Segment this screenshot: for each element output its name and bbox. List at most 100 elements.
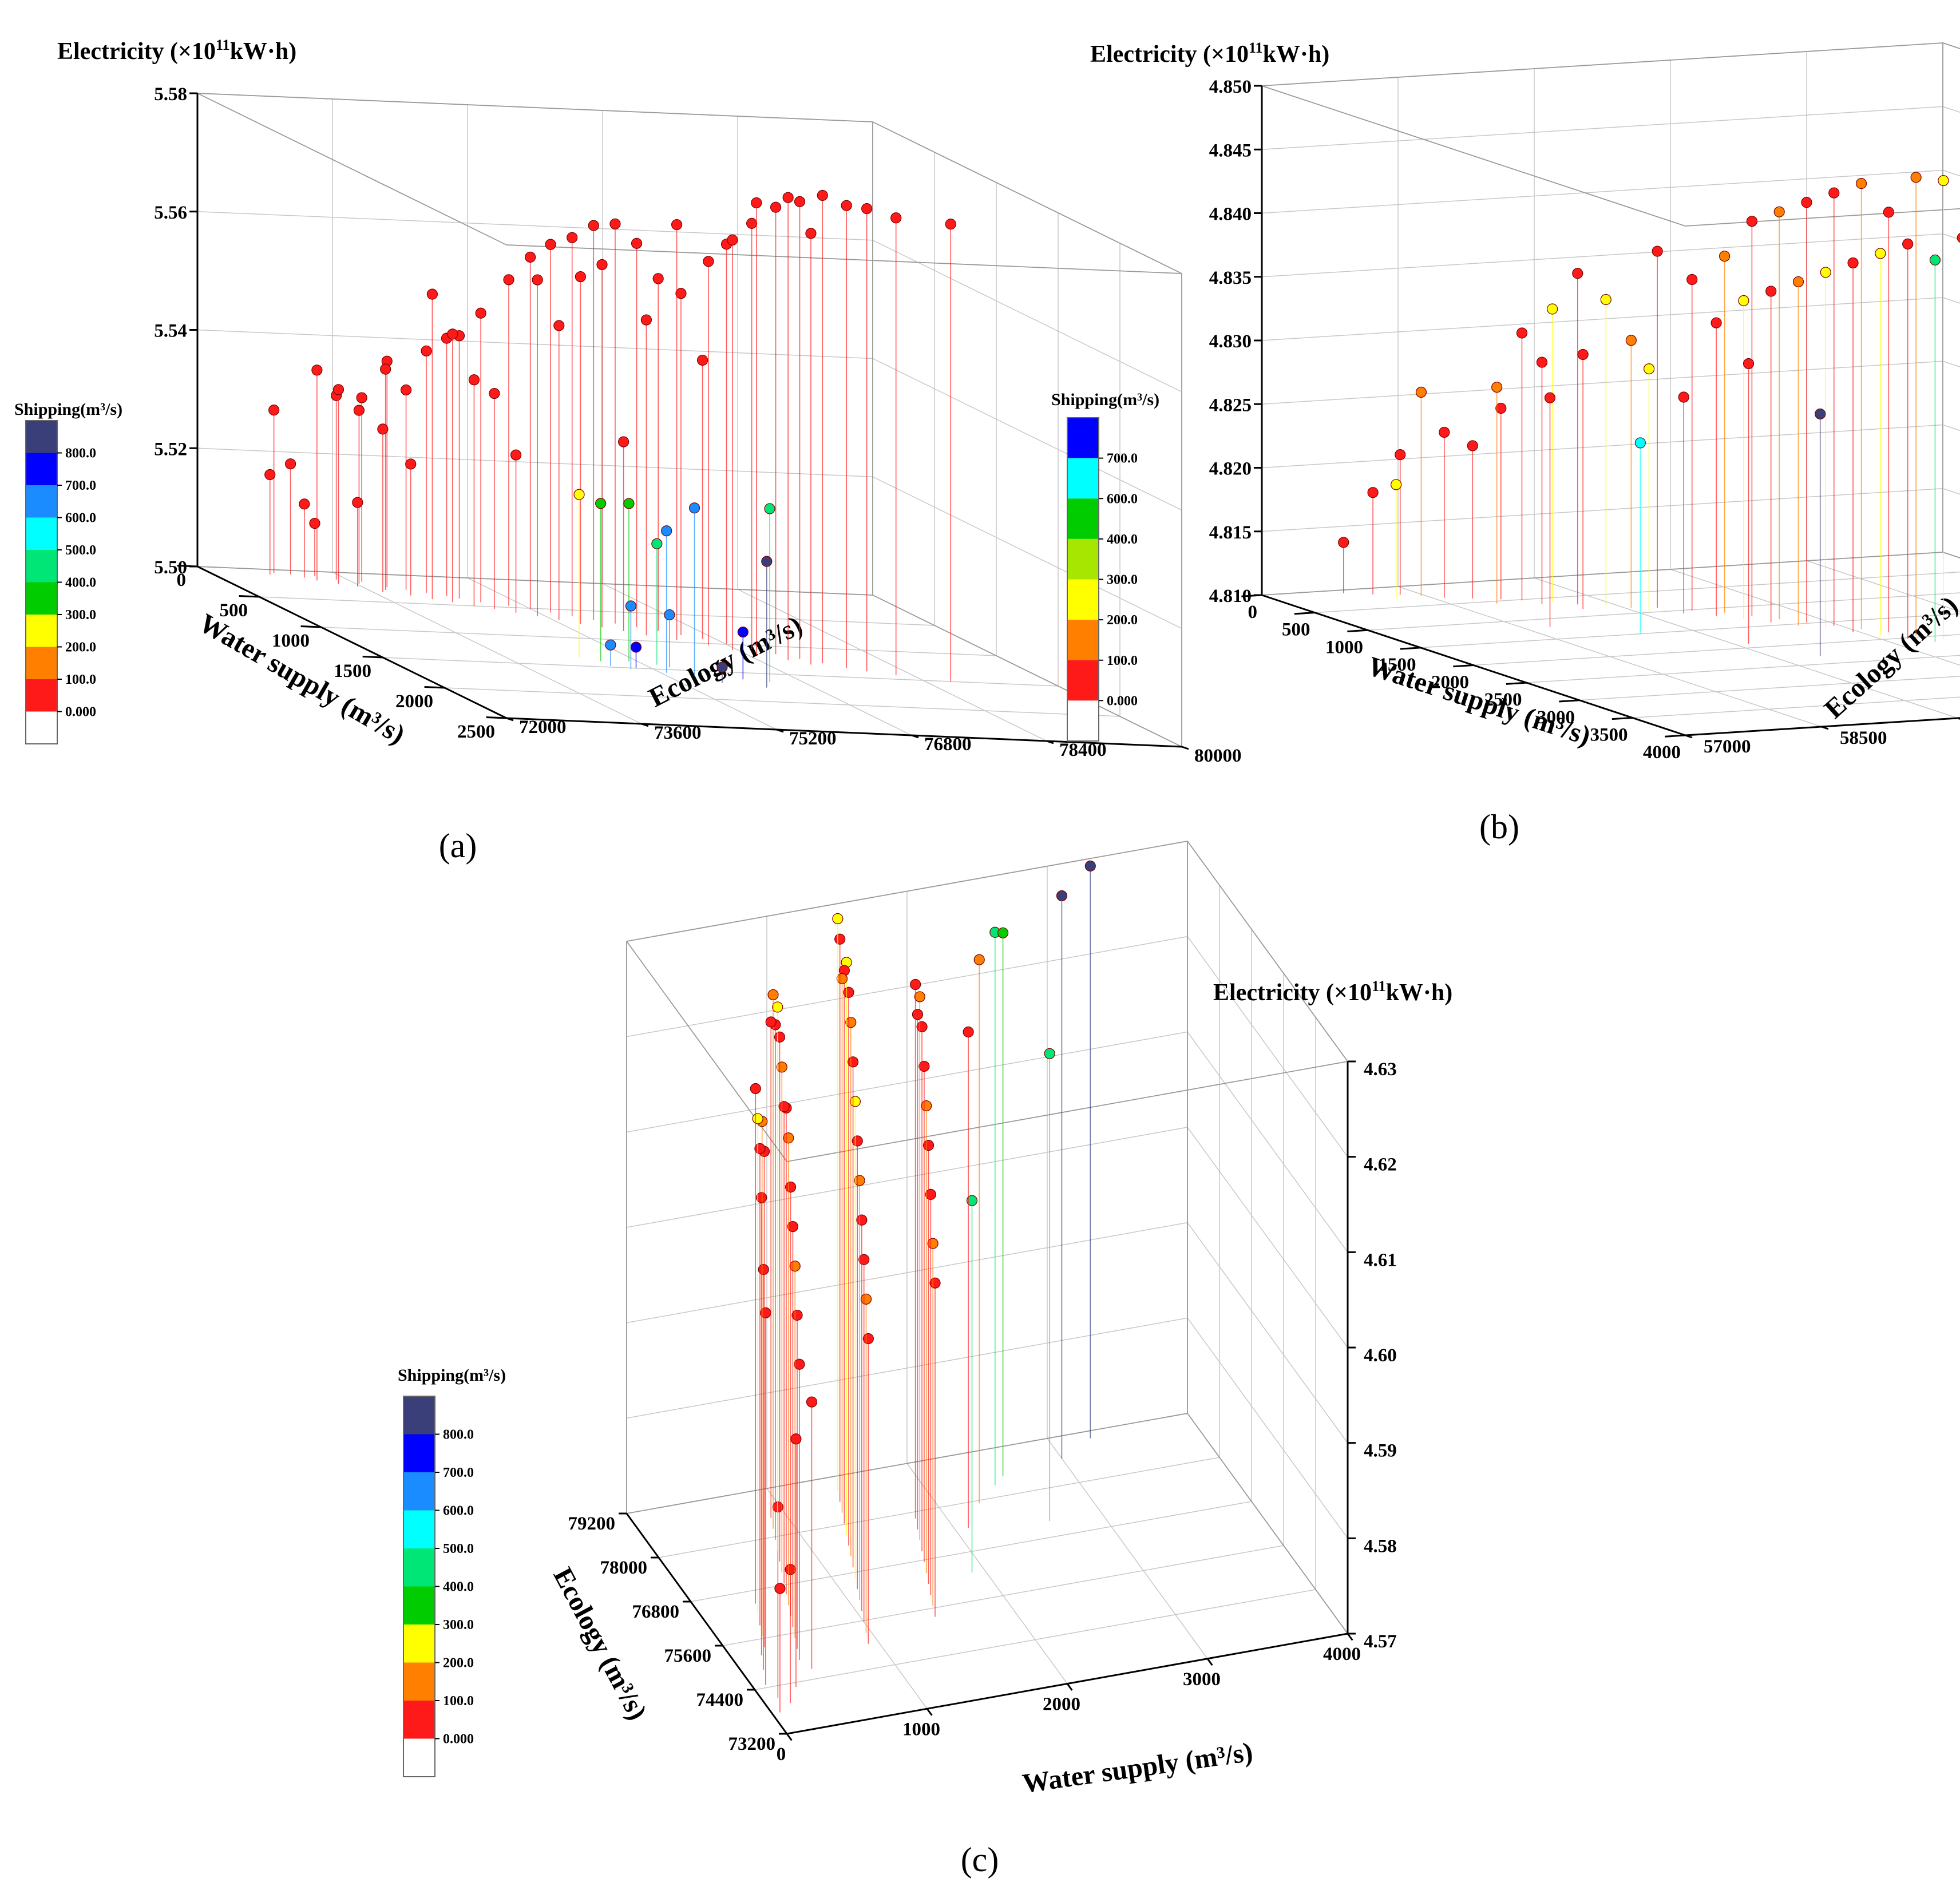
data-point <box>1044 1048 1055 1059</box>
z-tick-label: 4.830 <box>1209 331 1252 352</box>
data-point <box>774 1032 785 1042</box>
grid-line <box>1262 106 1943 149</box>
data-point <box>511 450 521 460</box>
y-tick-label: 73200 <box>728 1734 776 1754</box>
data-point <box>777 1062 787 1072</box>
data-point <box>766 1017 776 1027</box>
points-b <box>1339 150 1960 671</box>
colorbar-label: 200.0 <box>65 640 96 655</box>
x-tick-label: 4000 <box>1323 1644 1361 1665</box>
data-point <box>945 219 956 229</box>
y-tick-label: 76800 <box>632 1602 680 1622</box>
data-point <box>806 1397 817 1407</box>
colorbar-label: 100.0 <box>443 1694 474 1709</box>
box-edge <box>627 941 787 1162</box>
data-point <box>783 192 793 203</box>
data-point <box>738 627 748 637</box>
grid-line <box>1262 298 1943 340</box>
data-point <box>817 190 827 200</box>
colorbar-bin <box>1067 418 1099 458</box>
data-point <box>787 1222 798 1232</box>
box-edge <box>1187 1413 1348 1634</box>
x-tick-label: 2500 <box>457 722 495 742</box>
colorbar-bin <box>403 1663 435 1701</box>
x-tick <box>177 566 197 567</box>
grid-line <box>1262 489 1943 532</box>
data-point <box>1883 207 1894 217</box>
y-tick <box>1182 747 1189 749</box>
colorbar-bin <box>1067 660 1099 701</box>
data-point <box>406 459 416 469</box>
data-point <box>605 640 616 650</box>
z-tick-label: 4.62 <box>1364 1155 1397 1175</box>
grid-line <box>723 1546 1284 1646</box>
data-point <box>575 272 585 282</box>
data-point <box>653 274 663 284</box>
data-point <box>310 518 320 529</box>
grid-line <box>873 359 1182 510</box>
colorbar-label: 800.0 <box>443 1428 474 1443</box>
data-point <box>762 556 772 566</box>
data-point <box>998 928 1008 938</box>
data-point <box>861 1294 872 1304</box>
data-point <box>1516 328 1527 338</box>
colorbar-bin <box>26 485 57 518</box>
colorbar-bin <box>403 1396 435 1435</box>
x-tick <box>1453 665 1474 667</box>
z-tick-label: 4.61 <box>1364 1250 1397 1270</box>
data-point <box>1391 480 1401 490</box>
data-point <box>1547 304 1558 314</box>
data-point <box>974 954 984 965</box>
data-point <box>676 288 686 299</box>
colorbar-bin <box>1067 580 1099 620</box>
data-point <box>652 538 662 549</box>
x-tick <box>1067 1684 1072 1691</box>
data-point <box>863 1333 873 1344</box>
data-point <box>698 355 708 365</box>
panel-a-grid <box>197 93 1182 747</box>
colorbar-title: Shipping(m³/s) <box>1051 390 1159 409</box>
data-point <box>1626 335 1636 346</box>
y-tick-label: 79200 <box>568 1513 616 1534</box>
x-tick <box>1400 648 1421 649</box>
data-point <box>1395 450 1405 460</box>
chart-title-tail: kW·h) <box>1263 41 1330 68</box>
data-point <box>790 1261 800 1271</box>
data-point <box>1368 488 1378 498</box>
x-tick <box>425 687 445 688</box>
colorbar-title: Shipping(m³/s) <box>398 1366 506 1385</box>
z-tick-label: 4.840 <box>1209 204 1252 225</box>
data-point <box>662 526 672 536</box>
grid-line <box>873 240 1182 392</box>
grid-line <box>197 212 873 240</box>
x-axis-label: Water supply (m³/s) <box>1020 1737 1254 1799</box>
x-tick-label: 3000 <box>1183 1669 1221 1690</box>
box-edge <box>197 93 506 245</box>
points-c <box>750 861 1095 1712</box>
data-point <box>753 1114 763 1124</box>
data-point <box>1652 246 1662 256</box>
colorbar-bin <box>1067 620 1099 660</box>
data-point <box>378 424 388 434</box>
y-tick-label: 75200 <box>789 728 837 749</box>
data-point <box>624 498 634 509</box>
x-tick-label: 0 <box>177 570 187 591</box>
colorbar-label: 700.0 <box>65 478 96 493</box>
colorbar-label: 400.0 <box>443 1580 474 1595</box>
data-point <box>545 239 556 249</box>
data-point <box>773 1002 783 1012</box>
data-point <box>1720 251 1730 261</box>
colorbar-label: 0.000 <box>65 705 96 720</box>
data-point <box>1085 861 1095 871</box>
x-tick-label: 2000 <box>395 691 433 712</box>
colorbar-bin <box>403 1624 435 1663</box>
data-point <box>476 308 486 318</box>
data-point <box>806 228 816 239</box>
grid-line <box>197 448 873 477</box>
chart-title-tail: kW·h) <box>230 38 297 65</box>
data-point <box>1711 318 1721 328</box>
x-tick <box>363 657 383 658</box>
colorbar-bin <box>403 1739 435 1777</box>
colorbar-bin <box>26 647 57 680</box>
grid-line <box>755 1590 1316 1690</box>
